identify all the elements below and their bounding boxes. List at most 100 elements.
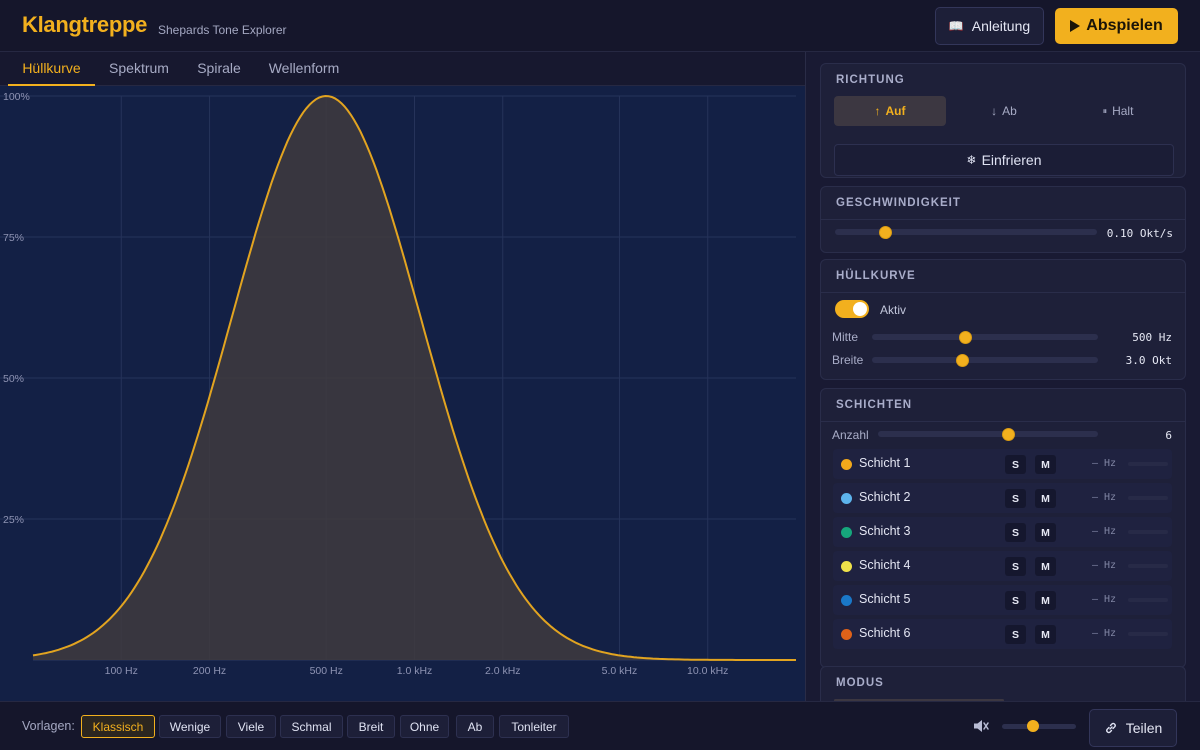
speed-slider[interactable] — [835, 225, 1097, 239]
control-panel: RICHTUNG ↑ Auf ↓ Ab ⏸ Halt ❄ Einfrieren … — [806, 52, 1200, 701]
layer-mute-button[interactable]: M — [1035, 591, 1056, 610]
y-tick-label: 75% — [3, 232, 24, 244]
width-value: 3.0 Okt — [1125, 354, 1172, 367]
y-tick-label: 100% — [3, 91, 30, 103]
envelope-area — [33, 96, 796, 660]
preset-tonleiter[interactable]: Tonleiter — [499, 715, 569, 738]
layer-level-bar — [1128, 564, 1168, 568]
layer-frequency: — Hz — [1092, 492, 1117, 503]
tab-spektrum[interactable]: Spektrum — [109, 60, 169, 76]
envelope-line — [32, 94, 796, 661]
share-button-label: Teilen — [1125, 720, 1163, 736]
speed-slider-thumb[interactable] — [878, 225, 892, 239]
layer-name: Schicht 4 — [859, 558, 911, 572]
view-tabs: Hüllkurve Spektrum Spirale Wellenform — [0, 52, 805, 86]
layer-color-dot — [841, 527, 852, 538]
preset-klassisch[interactable]: Klassisch — [81, 715, 155, 738]
layer-color-dot — [841, 629, 852, 640]
speaker-muted-icon[interactable] — [972, 717, 990, 735]
preset-ab[interactable]: Ab — [456, 715, 494, 738]
layer-mute-button[interactable]: M — [1035, 523, 1056, 542]
x-tick-label: 500 Hz — [310, 665, 343, 677]
guide-button[interactable]: 📖 Anleitung — [935, 7, 1044, 45]
snowflake-icon: ❄ — [966, 153, 977, 167]
freeze-button[interactable]: ❄ Einfrieren — [834, 144, 1174, 176]
direction-up-button[interactable]: ↑ Auf — [834, 96, 946, 126]
mode-title: MODUS — [836, 677, 884, 689]
layer-solo-button[interactable]: S — [1005, 591, 1026, 610]
play-button[interactable]: Abspielen — [1055, 8, 1178, 44]
play-button-label: Abspielen — [1086, 17, 1163, 34]
center-slider-thumb[interactable] — [958, 330, 972, 344]
layer-level-bar — [1128, 462, 1168, 466]
layer-frequency: — Hz — [1092, 560, 1117, 571]
layers-separator — [821, 421, 1185, 422]
layer-color-dot — [841, 595, 852, 606]
preset-breit[interactable]: Breit — [347, 715, 395, 738]
book-icon: 📖 — [948, 19, 964, 33]
width-slider-thumb[interactable] — [956, 353, 970, 367]
speed-card: GESCHWINDIGKEIT 0.10 Okt/s — [820, 186, 1186, 253]
direction-title: RICHTUNG — [836, 74, 905, 86]
tab-spirale[interactable]: Spirale — [197, 60, 241, 76]
y-tick-label: 50% — [3, 373, 24, 385]
layer-solo-button[interactable]: S — [1005, 625, 1026, 644]
tab-wellenform[interactable]: Wellenform — [268, 60, 340, 76]
speed-title: GESCHWINDIGKEIT — [836, 197, 961, 209]
layer-solo-button[interactable]: S — [1005, 489, 1026, 508]
layer-row: Schicht 6 S M — Hz — [833, 619, 1172, 649]
direction-hold-button[interactable]: ⏸ Halt — [1062, 96, 1174, 126]
link-icon — [1105, 722, 1116, 734]
panel-divider — [805, 52, 806, 701]
direction-down-button[interactable]: ↓ Ab — [948, 96, 1060, 126]
layer-frequency: — Hz — [1092, 594, 1117, 605]
x-tick-label: 5.0 kHz — [602, 665, 638, 677]
tab-huellkurve[interactable]: Hüllkurve — [8, 52, 95, 86]
count-slider[interactable] — [878, 427, 1098, 441]
direction-up-label: Auf — [885, 104, 906, 118]
volume-slider[interactable] — [1002, 724, 1076, 729]
layer-mute-button[interactable]: M — [1035, 625, 1056, 644]
header: Klangtreppe Shepards Tone Explorer 📖 Anl… — [0, 0, 1200, 52]
direction-segmented: ↑ Auf ↓ Ab ⏸ Halt — [834, 96, 1174, 126]
layer-row: Schicht 3 S M — Hz — [833, 517, 1172, 547]
layer-mute-button[interactable]: M — [1035, 489, 1056, 508]
layer-level-bar — [1128, 496, 1168, 500]
layer-level-bar — [1128, 632, 1168, 636]
width-label: Breite — [832, 353, 864, 367]
center-slider[interactable] — [872, 330, 1098, 344]
center-label: Mitte — [832, 330, 859, 344]
mode-active-option[interactable] — [834, 699, 1004, 701]
layer-solo-button[interactable]: S — [1005, 557, 1026, 576]
x-tick-label: 100 Hz — [105, 665, 138, 677]
layer-solo-button[interactable]: S — [1005, 523, 1026, 542]
play-icon — [1070, 20, 1081, 32]
direction-card: RICHTUNG ↑ Auf ↓ Ab ⏸ Halt ❄ Einfrieren — [820, 63, 1186, 178]
preset-wenige[interactable]: Wenige — [159, 715, 221, 738]
direction-hold-label: Halt — [1112, 104, 1134, 118]
share-button[interactable]: Teilen — [1089, 709, 1177, 747]
layer-row: Schicht 4 S M — Hz — [833, 551, 1172, 581]
arrow-down-icon: ↓ — [991, 104, 998, 118]
direction-down-label: Ab — [1002, 104, 1017, 118]
x-tick-label: 10.0 kHz — [687, 665, 728, 677]
layer-row: Schicht 2 S M — Hz — [833, 483, 1172, 513]
x-tick-label: 200 Hz — [193, 665, 226, 677]
y-tick-label: 25% — [3, 514, 24, 526]
pause-icon: ⏸ — [1102, 105, 1108, 116]
preset-viele[interactable]: Viele — [226, 715, 276, 738]
count-slider-thumb[interactable] — [1001, 427, 1015, 441]
preset-ohne[interactable]: Ohne — [400, 715, 449, 738]
layer-mute-button[interactable]: M — [1035, 557, 1056, 576]
envelope-toggle-knob — [853, 302, 867, 316]
layer-solo-button[interactable]: S — [1005, 455, 1026, 474]
volume-slider-thumb[interactable] — [1027, 720, 1040, 732]
x-tick-label: 2.0 kHz — [485, 665, 521, 677]
width-slider[interactable] — [872, 353, 1098, 367]
x-tick-label: 1.0 kHz — [397, 665, 433, 677]
preset-schmal[interactable]: Schmal — [280, 715, 343, 738]
layer-name: Schicht 1 — [859, 456, 911, 470]
layer-mute-button[interactable]: M — [1035, 455, 1056, 474]
envelope-toggle[interactable] — [835, 300, 869, 318]
brand-subtitle: Shepards Tone Explorer — [158, 23, 287, 37]
